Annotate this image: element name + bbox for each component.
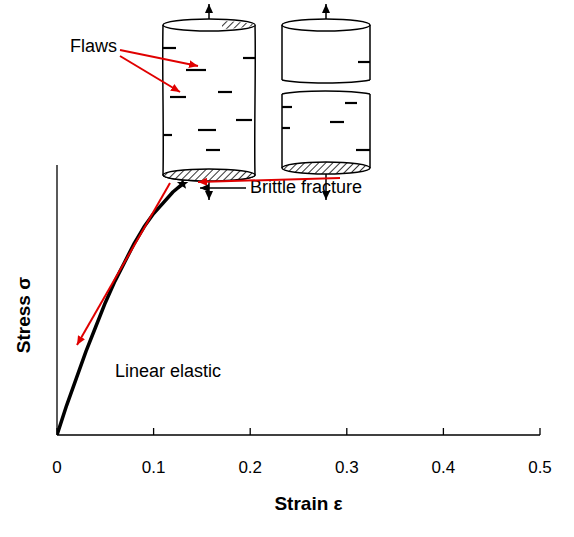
- specimen-side: [281, 94, 283, 168]
- plot-area: [57, 178, 188, 435]
- specimen-end: [282, 19, 370, 31]
- x-axis-title: Strain ε: [274, 493, 342, 514]
- flaw: [236, 119, 252, 121]
- flaw: [282, 106, 292, 108]
- specimen-side: [281, 25, 283, 80]
- curve-arrow: [198, 178, 340, 182]
- flaw: [163, 47, 176, 49]
- x-tick: [539, 428, 540, 435]
- x-tick-label: 0.1: [142, 458, 166, 477]
- flaw: [206, 149, 220, 151]
- x-tick: [443, 428, 444, 435]
- fracture-surface: [282, 91, 370, 94]
- flaw: [170, 96, 186, 98]
- x-tick-label: 0.3: [335, 458, 359, 477]
- x-axis: [57, 434, 540, 435]
- flaw: [330, 121, 344, 123]
- x-tick-label: 0: [52, 458, 61, 477]
- curve-arrow: [77, 183, 170, 345]
- specimen-side: [369, 94, 371, 168]
- flaw: [218, 91, 232, 93]
- specimen-hatch: [282, 162, 370, 174]
- flaw: [345, 102, 357, 104]
- y-axis-title: Stress σ: [13, 277, 34, 353]
- specimen-hatch: [222, 21, 255, 29]
- flaw: [358, 61, 370, 63]
- load-arrow: [208, 181, 210, 200]
- label-arrow: [200, 187, 246, 189]
- flaw: [163, 134, 172, 136]
- x-tick: [250, 428, 251, 435]
- flaw-arrow: [120, 56, 180, 92]
- x-tick-label: 0.2: [238, 458, 262, 477]
- specimen-side: [369, 25, 371, 80]
- x-tick: [346, 428, 347, 435]
- annotation: Linear elastic: [115, 361, 221, 381]
- specimen-side: [254, 25, 256, 175]
- flaw: [198, 129, 216, 131]
- flaw: [356, 149, 370, 151]
- stress-strain-curve: [57, 184, 183, 435]
- x-tick: [153, 428, 154, 435]
- annotation: Flaws: [70, 36, 117, 56]
- fracture-surface: [282, 80, 370, 83]
- chart: 00.10.20.30.40.5Strain εStress σFlawsBri…: [0, 0, 574, 537]
- load-arrow: [208, 4, 210, 19]
- x-tick-label: 0.5: [528, 458, 552, 477]
- flaw: [282, 127, 290, 129]
- flaw: [243, 57, 255, 59]
- x-tick-label: 0.4: [432, 458, 456, 477]
- specimen-end: [163, 19, 255, 31]
- flaw: [186, 69, 206, 71]
- specimen-hatch: [163, 169, 255, 181]
- load-arrow: [325, 4, 327, 19]
- y-axis: [56, 165, 57, 435]
